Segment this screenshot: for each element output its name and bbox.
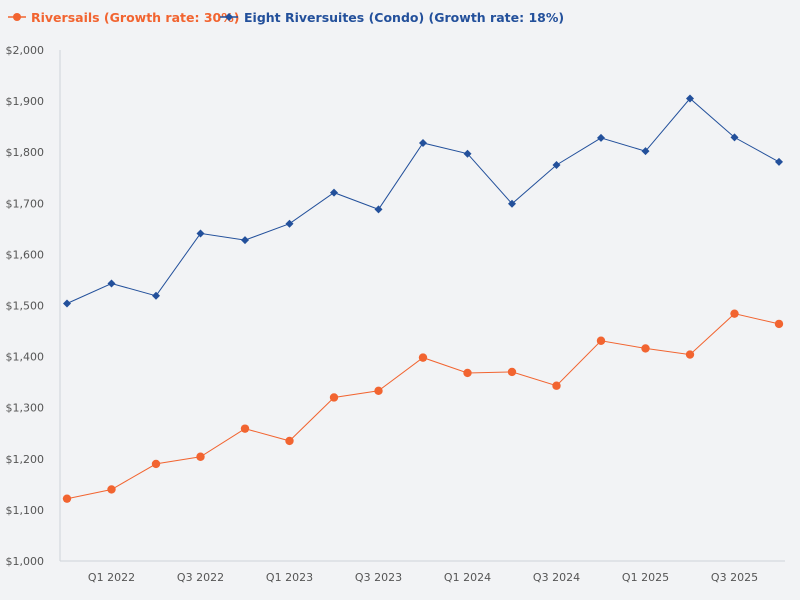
y-tick-label: $1,900 bbox=[6, 95, 45, 108]
y-tick-label: $2,000 bbox=[6, 44, 45, 57]
y-tick-label: $1,600 bbox=[6, 248, 45, 261]
plot-area bbox=[62, 94, 784, 503]
data-point[interactable] bbox=[685, 350, 695, 359]
x-tick-label: Q3 2024 bbox=[533, 571, 580, 584]
y-tick-label: $1,700 bbox=[6, 197, 45, 210]
y-tick-label: $1,300 bbox=[6, 402, 45, 415]
series-eight-riversuites-condo-growth-rate-18 bbox=[63, 94, 783, 308]
data-point[interactable] bbox=[62, 494, 72, 503]
data-point[interactable] bbox=[330, 188, 338, 197]
legend-item-riversails[interactable]: Riversails (Growth rate: 30%) bbox=[8, 10, 239, 25]
y-tick-label: $1,800 bbox=[6, 146, 45, 159]
data-point[interactable] bbox=[196, 452, 205, 461]
data-point[interactable] bbox=[285, 436, 294, 446]
data-point[interactable] bbox=[775, 157, 783, 166]
data-point[interactable] bbox=[241, 236, 249, 245]
x-tick-label: Q1 2023 bbox=[266, 571, 313, 584]
data-point[interactable] bbox=[374, 386, 383, 396]
data-point[interactable] bbox=[730, 133, 739, 142]
y-tick-label: $1,200 bbox=[6, 453, 45, 466]
data-point[interactable] bbox=[596, 336, 606, 345]
data-point[interactable] bbox=[329, 393, 339, 402]
y-tick-label: $1,100 bbox=[6, 504, 45, 517]
data-point[interactable] bbox=[152, 291, 160, 300]
data-point[interactable] bbox=[597, 133, 605, 142]
data-point[interactable] bbox=[463, 149, 472, 158]
x-tick-label: Q3 2022 bbox=[177, 571, 224, 584]
y-tick-label: $1,000 bbox=[6, 555, 45, 568]
data-point[interactable] bbox=[240, 424, 250, 433]
x-tick-label: Q3 2023 bbox=[355, 571, 402, 584]
y-tick-label: $1,500 bbox=[6, 300, 45, 313]
data-point[interactable] bbox=[686, 94, 694, 103]
data-point[interactable] bbox=[419, 139, 427, 148]
data-point[interactable] bbox=[641, 344, 650, 353]
legend-label-eight-riversuites: Eight Riversuites (Condo) (Growth rate: … bbox=[244, 10, 564, 25]
axes: $1,000 $1,100 $1,200 $1,300 $1,400 $1,500 $1,6… bbox=[6, 44, 785, 584]
data-point[interactable] bbox=[418, 353, 428, 362]
data-point[interactable] bbox=[641, 147, 650, 156]
x-tick-label: Q1 2022 bbox=[88, 571, 135, 584]
data-point[interactable] bbox=[374, 205, 383, 214]
series-line bbox=[66, 313, 780, 500]
data-point[interactable] bbox=[507, 367, 517, 377]
data-point[interactable] bbox=[285, 219, 294, 228]
data-point[interactable] bbox=[107, 485, 116, 494]
legend-item-eight-riversuites[interactable]: Eight Riversuites (Condo) (Growth rate: … bbox=[220, 10, 564, 25]
data-point[interactable] bbox=[730, 309, 739, 318]
data-point[interactable] bbox=[552, 381, 561, 390]
data-point[interactable] bbox=[463, 368, 472, 378]
data-point[interactable] bbox=[508, 199, 516, 208]
legend-label-riversails: Riversails (Growth rate: 30%) bbox=[31, 10, 239, 25]
data-point[interactable] bbox=[63, 299, 71, 308]
series-riversails-growth-rate-30 bbox=[62, 309, 784, 503]
data-point[interactable] bbox=[107, 279, 116, 288]
data-point[interactable] bbox=[151, 459, 161, 469]
series-line bbox=[66, 97, 780, 304]
data-point[interactable] bbox=[552, 160, 561, 169]
x-tick-label: Q1 2024 bbox=[444, 571, 491, 584]
data-point[interactable] bbox=[196, 229, 205, 238]
y-tick-label: $1,400 bbox=[6, 351, 45, 364]
x-tick-label: Q3 2025 bbox=[711, 571, 758, 584]
legend: Riversails (Growth rate: 30%) Eight Rive… bbox=[8, 10, 564, 25]
data-point[interactable] bbox=[774, 319, 784, 329]
x-tick-label: Q1 2025 bbox=[622, 571, 669, 584]
